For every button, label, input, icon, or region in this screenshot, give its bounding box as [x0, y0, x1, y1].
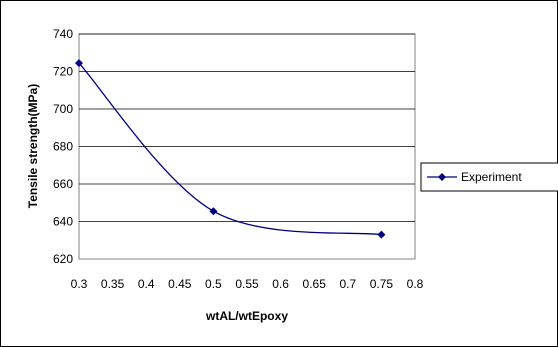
y-tick-label-740: 740 [53, 27, 73, 41]
data-point-1 [209, 207, 218, 216]
x-tick-label-0.8: 0.8 [407, 277, 424, 291]
data-point-2 [377, 230, 386, 239]
y-tick-labels: 620 640 660 680 700 720 740 [53, 27, 73, 266]
x-tick-label-0.4: 0.4 [138, 277, 155, 291]
x-tick-label-0.55: 0.55 [235, 277, 259, 291]
y-tick-label-700: 700 [53, 102, 73, 116]
data-point-0 [75, 59, 83, 68]
series-markers [75, 59, 386, 239]
x-tick-label-0.6: 0.6 [272, 277, 289, 291]
gridlines [79, 33, 415, 222]
x-tick-label-0.7: 0.7 [339, 277, 356, 291]
y-tick-label-720: 720 [53, 65, 73, 79]
y-tick-label-640: 640 [53, 215, 73, 229]
y-tick-label-680: 680 [53, 140, 73, 154]
x-tick-labels: 0.3 0.35 0.4 0.45 0.5 0.55 0.6 0.65 0.7 0.75 0.8 [71, 277, 424, 291]
y-axis-title: Tensile strength(MPa) [26, 84, 40, 208]
legend-label-experiment: Experiment [461, 170, 522, 184]
legend: Experiment [420, 162, 558, 192]
legend-marker-experiment [438, 173, 446, 181]
x-tick-label-0.65: 0.65 [303, 277, 327, 291]
x-tick-label-0.45: 0.45 [168, 277, 192, 291]
y-tick-label-620: 620 [53, 252, 73, 266]
x-tick-label-0.35: 0.35 [101, 277, 125, 291]
x-tick-label-0.5: 0.5 [205, 277, 222, 291]
x-axis-title: wtAL/wtEpoxy [205, 309, 288, 323]
x-tick-label-0.75: 0.75 [370, 277, 394, 291]
x-tick-label-0.3: 0.3 [71, 277, 88, 291]
y-tick-label-660: 660 [53, 177, 73, 191]
